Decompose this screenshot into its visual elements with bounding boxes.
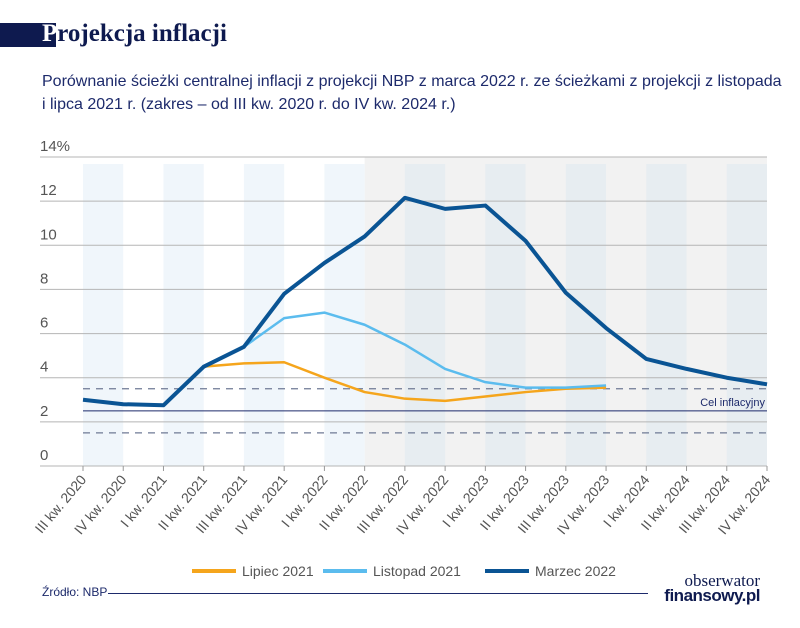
y-tick-label: 14%: [40, 138, 70, 155]
quarter-stripe: [83, 164, 124, 466]
legend-label: Marzec 2022: [535, 563, 616, 579]
quarter-stripe: [485, 164, 526, 466]
legend-label: Lipiec 2021: [242, 563, 314, 579]
legend-label: Listopad 2021: [373, 563, 461, 579]
series-line-lipiec-2021: [203, 361, 607, 403]
series-line-marzec-2022: [82, 195, 768, 408]
logo-line2: finansowy.pl: [664, 586, 760, 605]
logo: obserwator finansowy.pl: [650, 571, 760, 605]
title-first-letter: P: [42, 20, 58, 47]
target-label: Cel inflacyjny: [700, 397, 765, 409]
footer-divider: [108, 593, 648, 594]
y-tick-label: 0: [40, 447, 48, 464]
quarter-stripe: [163, 164, 204, 466]
y-tick-label: 10: [40, 226, 57, 243]
y-tick-label: 6: [40, 315, 48, 332]
title-rest: rojekcja inflacji: [57, 20, 227, 47]
quarter-stripe: [565, 164, 607, 466]
chart-subtitle: Porównanie ścieżki centralnej inflacji z…: [42, 73, 782, 113]
quarter-stripe: [404, 164, 446, 466]
quarter-stripe: [646, 164, 687, 466]
source-note: Źródło: NBP: [42, 585, 108, 599]
page-title: Projekcja inflacji: [42, 20, 227, 48]
y-tick-label: 4: [40, 359, 48, 376]
y-tick-label: 12: [40, 182, 57, 199]
logo-line1: obserwator: [684, 571, 760, 590]
quarter-stripe: [243, 164, 285, 466]
y-tick-label: 2: [40, 403, 48, 420]
y-tick-label: 8: [40, 270, 48, 287]
series-line-listopad-2021: [243, 311, 607, 389]
quarter-stripe: [726, 164, 767, 466]
title-accent-bar: [0, 23, 56, 47]
